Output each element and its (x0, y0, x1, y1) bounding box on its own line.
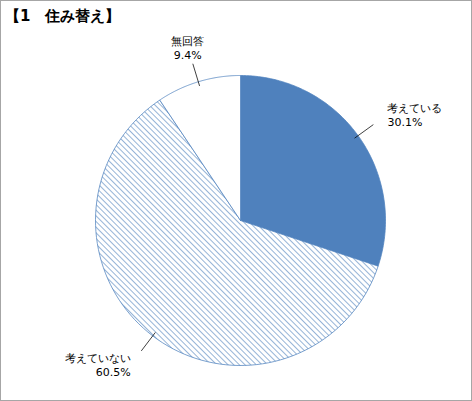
svg-text:無回答9.4%: 無回答9.4% (171, 35, 204, 62)
svg-text:考えている30.1%: 考えている30.1% (387, 102, 442, 129)
svg-text:考えていない60.5%: 考えていない60.5% (65, 352, 131, 379)
html-text:【1 住み替え】: 【1 住み替え】 (5, 7, 121, 25)
